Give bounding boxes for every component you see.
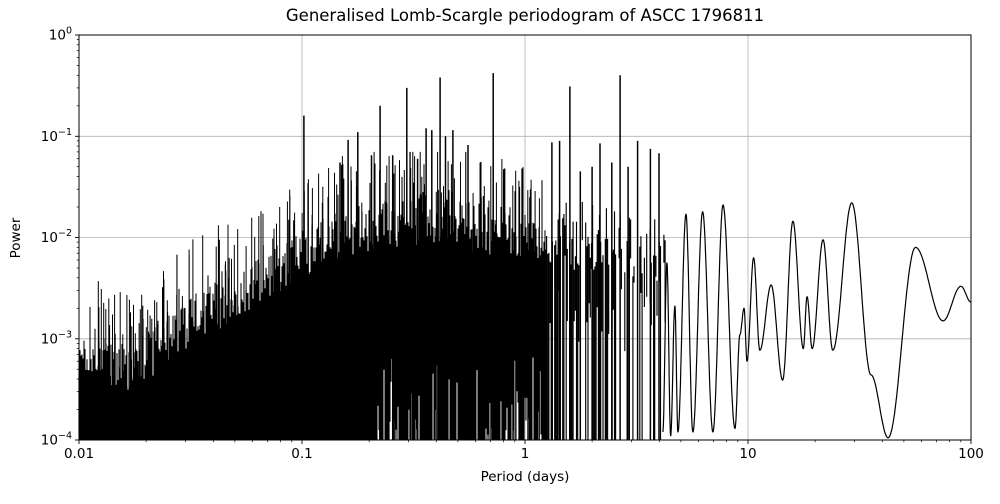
x-tick-label: 0.1 [291, 446, 312, 462]
x-tick-label: 10 [739, 446, 756, 462]
y-tick-label: 10−1 [41, 127, 72, 145]
data-layer [78, 73, 972, 440]
noise-hair-spikes [97, 151, 540, 440]
y-axis-label: Power [8, 217, 24, 258]
x-tick-label: 100 [958, 446, 984, 462]
y-tick-label: 10−2 [41, 228, 72, 246]
chart-title: Generalised Lomb-Scargle periodogram of … [286, 6, 764, 25]
tick-layer [75, 34, 972, 444]
y-tick-label: 10−3 [41, 329, 72, 347]
y-tick-label: 100 [49, 26, 72, 44]
smooth-curve-path [662, 202, 972, 439]
x-axis-label: Period (days) [481, 469, 570, 485]
x-tick-label: 1 [521, 446, 530, 462]
tick-label-layer: 0.01 0.1 1 10 100 100 10−1 10−2 10−3 10−4 [41, 26, 984, 463]
major-peak-spikes [303, 73, 660, 440]
x-tick-label: 0.01 [64, 446, 94, 462]
y-tick-label: 10−4 [41, 431, 72, 449]
